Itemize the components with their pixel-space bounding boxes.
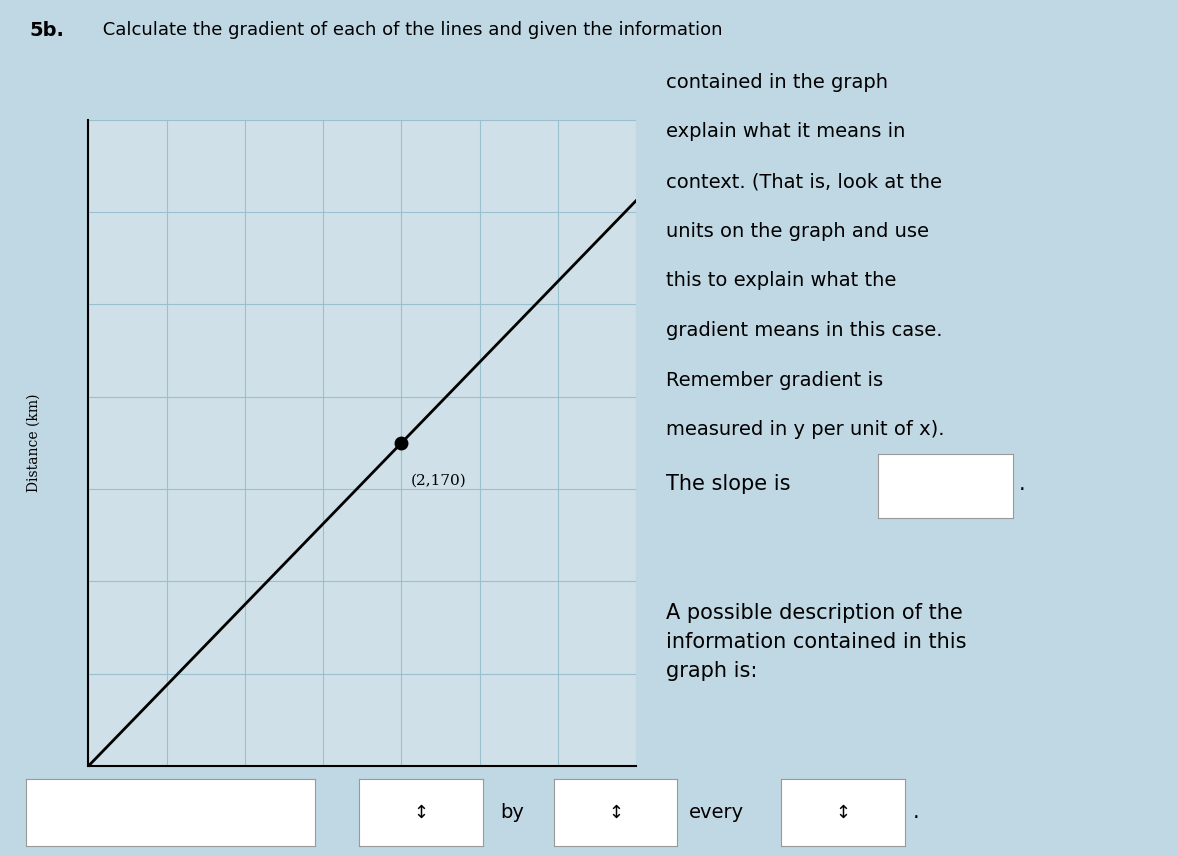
- Text: this to explain what the: this to explain what the: [666, 271, 896, 290]
- Text: units on the graph and use: units on the graph and use: [666, 222, 928, 241]
- Text: Time (h): Time (h): [574, 819, 633, 834]
- Text: gradient means in this case.: gradient means in this case.: [666, 321, 942, 340]
- Text: .: .: [913, 802, 920, 823]
- Text: The slope is: The slope is: [666, 473, 790, 494]
- Text: (2,170): (2,170): [411, 474, 466, 488]
- Text: ↕: ↕: [608, 803, 623, 822]
- Text: ↕: ↕: [413, 803, 429, 822]
- Text: Remember gradient is: Remember gradient is: [666, 371, 882, 389]
- Text: every: every: [689, 803, 744, 822]
- Text: Distance (km): Distance (km): [27, 394, 40, 492]
- Text: by: by: [501, 803, 524, 822]
- Text: 5b.: 5b.: [29, 21, 65, 40]
- Text: A possible description of the
information contained in this
graph is:: A possible description of the informatio…: [666, 603, 966, 681]
- Text: Calculate the gradient of each of the lines and given the information: Calculate the gradient of each of the li…: [97, 21, 722, 39]
- Text: ↕: ↕: [835, 803, 851, 822]
- Text: .: .: [1019, 473, 1026, 494]
- Text: context. (That is, look at the: context. (That is, look at the: [666, 172, 941, 191]
- Text: contained in the graph: contained in the graph: [666, 73, 887, 92]
- Text: measured in y per unit of x).: measured in y per unit of x).: [666, 420, 944, 439]
- Text: explain what it means in: explain what it means in: [666, 122, 905, 141]
